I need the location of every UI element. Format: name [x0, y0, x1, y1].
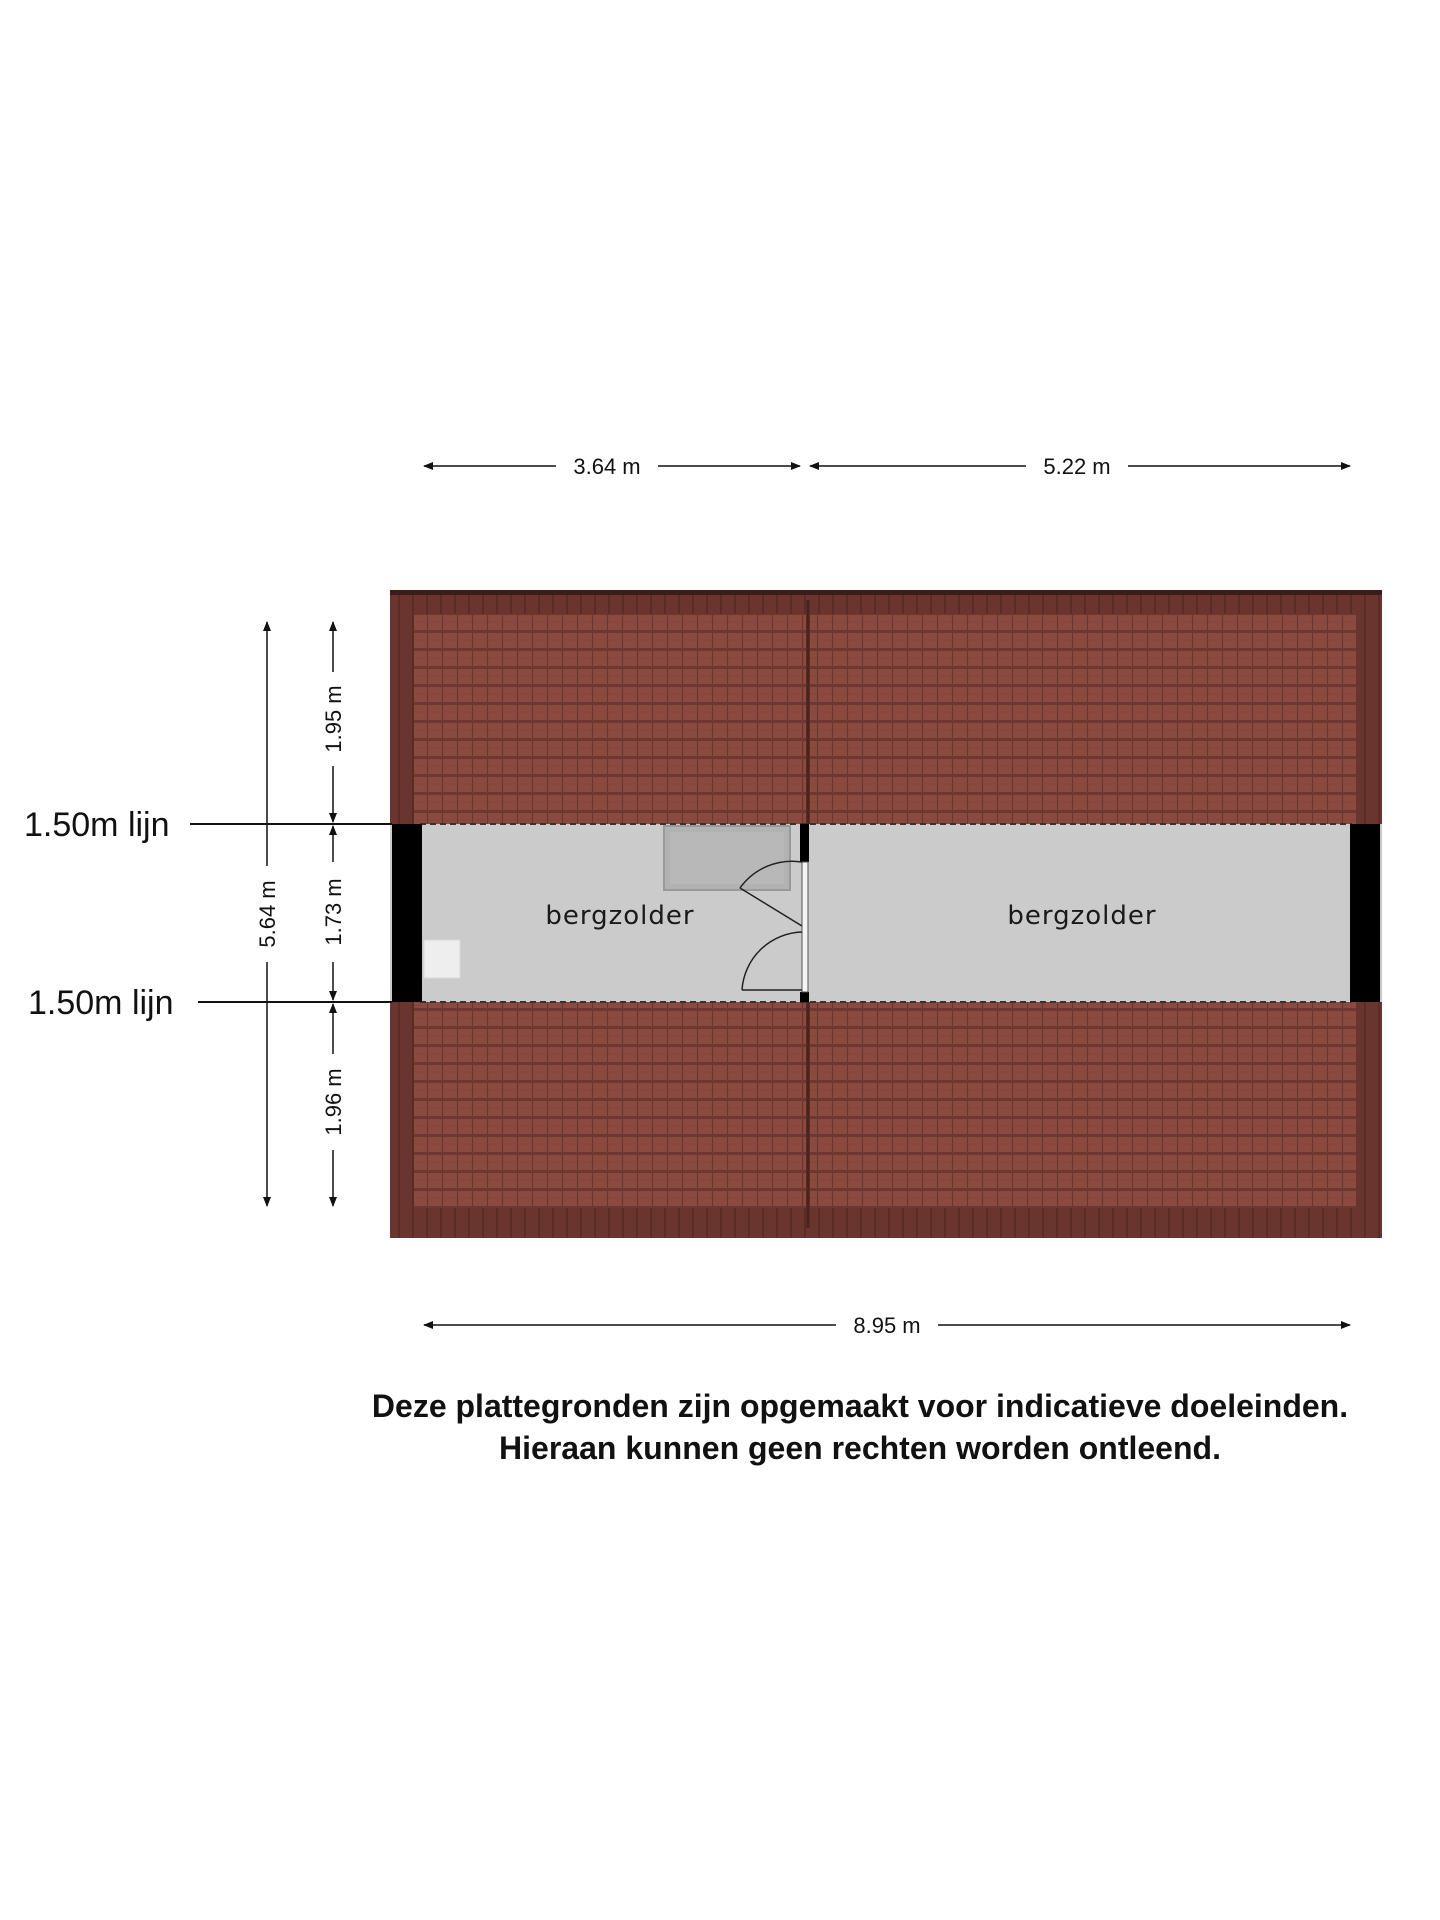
wall-right	[1350, 824, 1380, 1002]
dim-label-middle: 1.73 m	[321, 878, 346, 945]
disclaimer-line-1: Deze plattegronden zijn opgemaakt voor i…	[371, 1388, 1349, 1424]
height-line-lower-label: 1.50m lijn	[28, 984, 174, 1022]
room-label-left: bergzolder	[545, 901, 694, 931]
storage-box	[423, 939, 461, 979]
wall-left	[392, 824, 422, 1002]
door-swing-lower	[741, 931, 803, 991]
disclaimer: Deze plattegronden zijn opgemaakt voor i…	[280, 1385, 1440, 1469]
room-label-right: bergzolder	[1007, 901, 1156, 931]
height-line-upper-label: 1.50m lijn	[24, 806, 170, 844]
left-total-dimension: 5.64 m	[255, 621, 280, 1207]
partition-wall-top	[800, 824, 809, 862]
dim-label-top-right: 5.22 m	[1043, 454, 1110, 479]
roof-upper-left	[414, 614, 806, 824]
dim-label-lower-roof: 1.96 m	[321, 1068, 346, 1135]
roof-lower-right	[810, 998, 1356, 1208]
roof-top-edge	[390, 590, 1382, 595]
dim-label-bottom: 8.95 m	[853, 1313, 920, 1338]
roof-upper-right	[810, 614, 1356, 824]
door-frame	[801, 861, 809, 993]
roof-lower-left	[414, 998, 806, 1208]
floor-strip	[390, 824, 1382, 1002]
bottom-dimension: 8.95 m	[423, 1313, 1351, 1338]
left-segment-dimensions: 1.95 m 1.73 m 1.96 m	[321, 621, 346, 1207]
dim-label-top-left: 3.64 m	[573, 454, 640, 479]
skylight-inner	[670, 832, 784, 884]
disclaimer-line-2: Hieraan kunnen geen rechten worden ontle…	[499, 1430, 1221, 1466]
partition-wall-bottom	[800, 992, 809, 1002]
dim-label-total-depth: 5.64 m	[255, 880, 280, 947]
top-dimensions: 3.64 m 5.22 m	[423, 454, 1351, 479]
door-swing-upper	[739, 860, 803, 889]
door-leaf-upper	[739, 887, 803, 927]
dim-label-upper-roof: 1.95 m	[321, 685, 346, 752]
attic-floor: bergzolder bergzolder	[390, 823, 1382, 1003]
height-line-indicators: 1.50m lijn 1.50m lijn	[24, 806, 392, 1022]
